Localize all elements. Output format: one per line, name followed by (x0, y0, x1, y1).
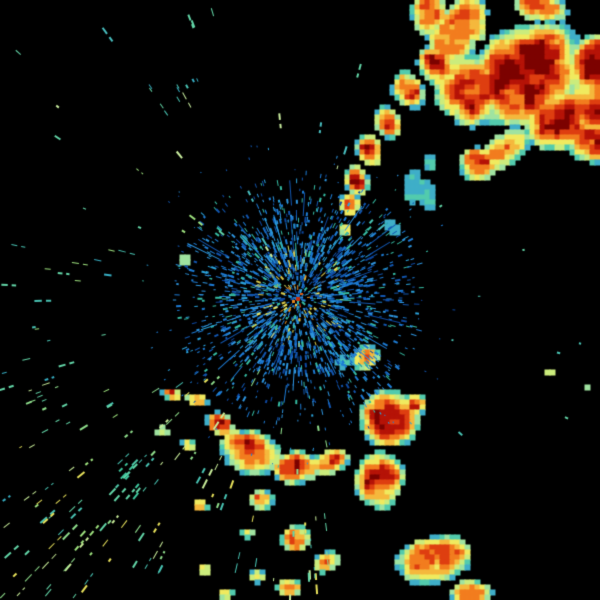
radar-reflectivity-canvas (0, 0, 600, 600)
radar-display (0, 0, 600, 600)
